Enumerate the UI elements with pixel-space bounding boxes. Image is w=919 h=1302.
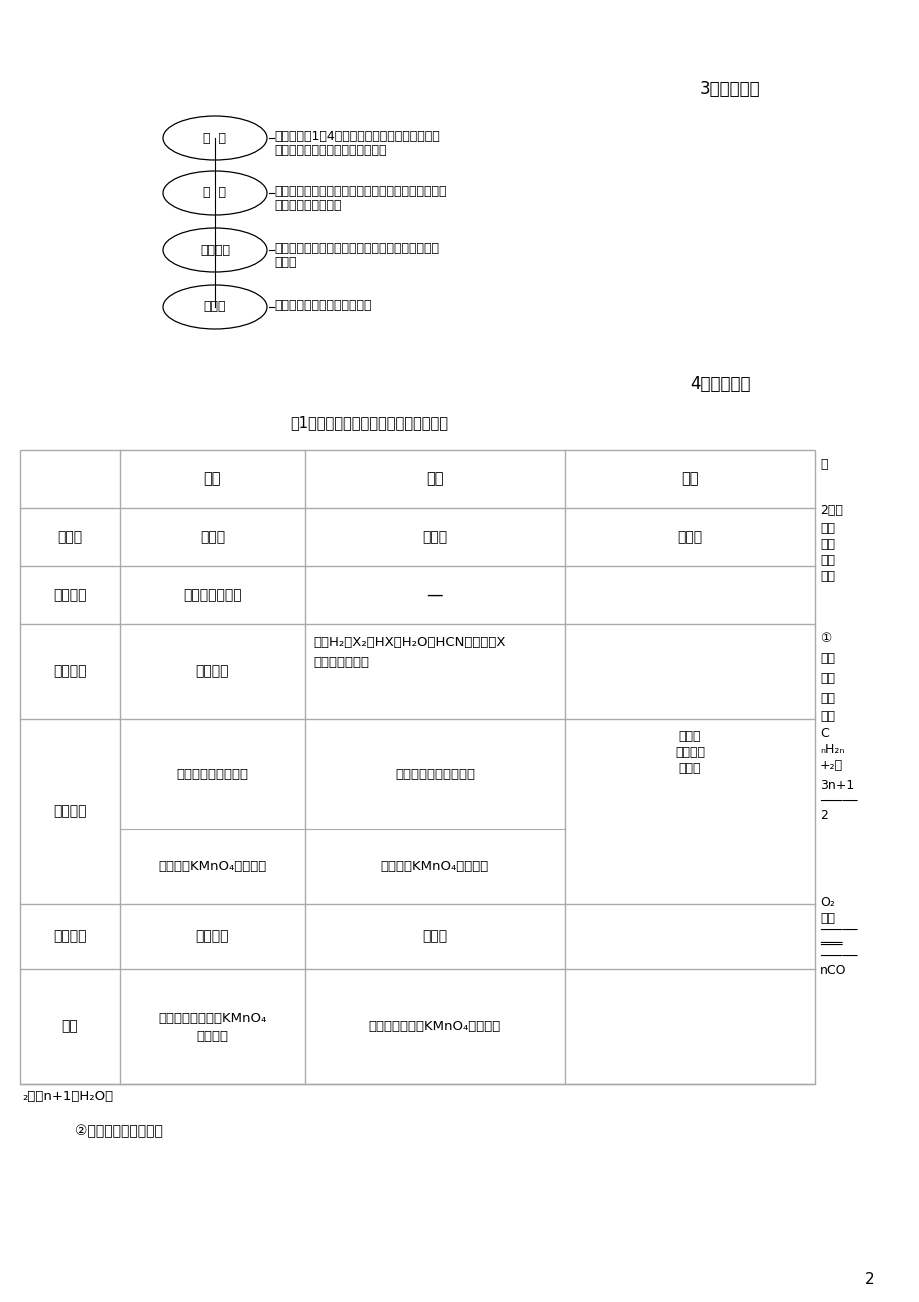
Text: 能够与卤素取代: 能够与卤素取代	[183, 589, 242, 602]
Text: 程式: 程式	[819, 570, 834, 583]
Text: 点燃: 点燃	[819, 911, 834, 924]
Text: 溶解性: 溶解性	[203, 301, 226, 314]
Text: 取代反应: 取代反应	[53, 589, 86, 602]
Text: 比水小: 比水小	[274, 256, 296, 270]
Text: 活动性: 活动性	[57, 530, 83, 544]
Text: （: （	[819, 458, 826, 471]
Text: 均难溶于水，易溶于有机溶剂: 均难溶于水，易溶于有机溶剂	[274, 299, 371, 312]
Text: 有浓烟: 有浓烟	[678, 763, 700, 776]
Text: 随着碳原子数的增多，相对密度逐渐增大，密度均: 随着碳原子数的增多，相对密度逐渐增大，密度均	[274, 242, 438, 255]
Text: 炔烃: 炔烃	[680, 471, 698, 487]
Text: +₂＋: +₂＋	[819, 759, 842, 772]
Text: 常温下含有1～4个碳原子的烃为气态，随碳原子: 常温下含有1～4个碳原子的烃为气态，随碳原子	[274, 130, 439, 143]
Text: 2）书: 2）书	[819, 504, 842, 517]
Text: 3n+1: 3n+1	[819, 779, 854, 792]
Text: ②单烯烃燃烧的通式：: ②单烯烃燃烧的通式：	[75, 1124, 163, 1138]
Text: 不能发生: 不能发生	[196, 930, 229, 944]
Text: 较活泼: 较活泼	[676, 530, 702, 544]
Text: （1）烷烃、烯烃、炔烃的化学性质比较: （1）烷烃、烯烃、炔烃的化学性质比较	[289, 415, 448, 430]
Text: 氧化反应: 氧化反应	[53, 805, 86, 819]
Text: 数的增多，逐渐过渡到液态、固态: 数的增多，逐渐过渡到液态、固态	[274, 145, 386, 158]
Text: 代表卤素原子）: 代表卤素原子）	[312, 656, 369, 669]
Text: 焰明亮，: 焰明亮，	[675, 746, 704, 759]
Text: 溶液褪色: 溶液褪色	[197, 1030, 228, 1043]
Text: ─────: ─────	[819, 796, 857, 809]
Text: nCO: nCO	[819, 963, 845, 976]
Text: 较稳定: 较稳定	[199, 530, 225, 544]
Text: 较活泼: 较活泼	[422, 530, 447, 544]
Text: 燃烧火焰明亮，有黑烟: 燃烧火焰明亮，有黑烟	[394, 767, 474, 780]
Text: 能与H₂、X₂、HX、H₂O、HCN等加成（X: 能与H₂、X₂、HX、H₂O、HCN等加成（X	[312, 635, 505, 648]
Text: 2: 2	[819, 809, 827, 822]
Text: 不与酸性KMnO₄溶液反应: 不与酸性KMnO₄溶液反应	[158, 861, 267, 874]
Text: ═══: ═══	[819, 937, 842, 950]
Text: 式：: 式：	[819, 710, 834, 723]
Text: C: C	[819, 727, 828, 740]
Text: 的通: 的通	[819, 691, 834, 704]
Text: 学方: 学方	[819, 553, 834, 566]
Text: ─────: ─────	[819, 924, 857, 937]
Text: 加成反应: 加成反应	[53, 664, 86, 678]
Text: 3．物理性质: 3．物理性质	[699, 79, 760, 98]
Text: 2: 2	[864, 1272, 874, 1286]
Bar	[20, 450, 814, 1085]
Text: 燃烧: 燃烧	[819, 672, 834, 685]
Text: 不能使溴水、酸性KMnO₄: 不能使溴水、酸性KMnO₄	[158, 1012, 267, 1025]
Text: O₂: O₂	[819, 896, 834, 909]
Text: ₙH₂ₙ: ₙH₂ₙ	[819, 743, 844, 756]
Text: 随着碳原子数增多，沸点逐渐升高；同分异构体中，: 随着碳原子数增多，沸点逐渐升高；同分异构体中，	[274, 185, 446, 198]
Text: —: —	[426, 586, 443, 604]
Text: 燃烧火: 燃烧火	[678, 730, 700, 743]
Text: 鉴别: 鉴别	[62, 1019, 78, 1034]
Text: 烷烃: 烷烃	[203, 471, 221, 487]
Text: ─────: ─────	[819, 950, 857, 963]
Text: 状  态: 状 态	[203, 132, 226, 145]
Text: 支链越多，沸点越低: 支链越多，沸点越低	[274, 199, 341, 212]
Text: 列化: 列化	[819, 538, 834, 551]
Text: 加聚反应: 加聚反应	[53, 930, 86, 944]
Text: 能使溴水、酸性KMnO₄溶液褪色: 能使溴水、酸性KMnO₄溶液褪色	[369, 1019, 501, 1032]
Text: 燃烧产生淡蓝色火焰: 燃烧产生淡蓝色火焰	[176, 767, 248, 780]
Text: 沸  点: 沸 点	[203, 186, 226, 199]
Text: 不能发生: 不能发生	[196, 664, 229, 678]
Text: 烯烃: 烯烃	[425, 471, 443, 487]
Text: ₂＋（n+1）H₂O。: ₂＋（n+1）H₂O。	[22, 1090, 113, 1103]
Text: 能使酸性KMnO₄溶液褪色: 能使酸性KMnO₄溶液褪色	[380, 861, 489, 874]
Text: 写下: 写下	[819, 522, 834, 535]
Text: 烷烃: 烷烃	[819, 652, 834, 665]
Text: 4．化学性质: 4．化学性质	[689, 375, 750, 393]
Text: 相对密度: 相对密度	[199, 243, 230, 256]
Text: ①: ①	[819, 631, 831, 644]
Text: 能发生: 能发生	[422, 930, 447, 944]
